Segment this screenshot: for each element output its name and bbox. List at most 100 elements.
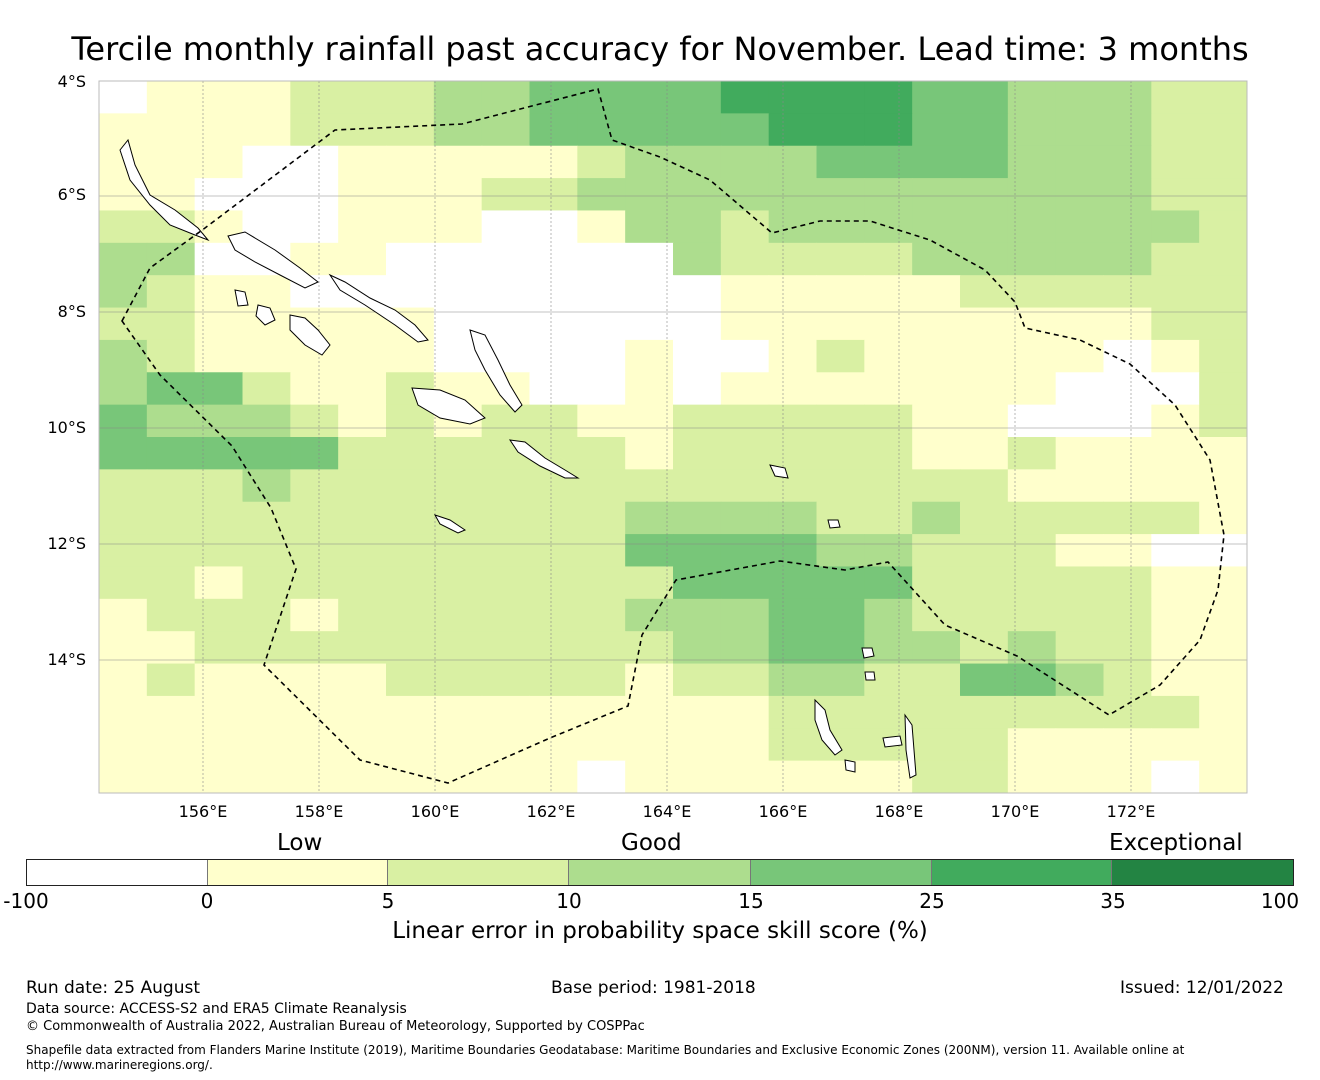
skill-cell bbox=[481, 404, 530, 438]
skill-cell bbox=[720, 469, 770, 503]
skill-cell bbox=[720, 113, 770, 147]
skill-cell bbox=[912, 210, 961, 244]
skill-cell bbox=[912, 81, 961, 114]
skill-cell bbox=[146, 242, 196, 276]
skill-cell bbox=[1007, 372, 1057, 406]
skill-cell bbox=[864, 178, 913, 211]
skill-cell bbox=[146, 760, 196, 794]
skill-cell bbox=[338, 81, 387, 114]
shapefile-credit-line-2: http://www.marineregions.org/. bbox=[26, 1058, 213, 1072]
skill-cell bbox=[529, 307, 578, 341]
skill-cell bbox=[1103, 728, 1152, 762]
skill-cell bbox=[433, 275, 483, 309]
skill-cell bbox=[529, 113, 578, 147]
skill-cell bbox=[386, 145, 435, 179]
skill-cell bbox=[1007, 598, 1057, 632]
skill-cell bbox=[673, 242, 722, 276]
skill-cell bbox=[194, 81, 243, 114]
skill-cell bbox=[1151, 178, 1200, 211]
skill-cell bbox=[1151, 145, 1200, 179]
skill-cell bbox=[912, 307, 961, 341]
skill-cell bbox=[194, 372, 243, 406]
skill-cell bbox=[912, 534, 961, 567]
skill-cell bbox=[242, 760, 291, 794]
skill-cell bbox=[529, 210, 578, 244]
skill-cell bbox=[625, 372, 674, 406]
skill-cell bbox=[1103, 469, 1152, 503]
skill-cell bbox=[242, 728, 291, 762]
skill-grid-cells bbox=[99, 81, 1248, 794]
skill-cell bbox=[864, 501, 913, 535]
skill-cell bbox=[386, 210, 435, 244]
skill-cell bbox=[1103, 242, 1152, 276]
skill-cell bbox=[386, 534, 435, 567]
skill-cell bbox=[481, 760, 530, 794]
skill-cell bbox=[242, 534, 291, 567]
skill-cell bbox=[529, 81, 578, 114]
skill-cell bbox=[290, 210, 339, 244]
skill-cell bbox=[768, 372, 817, 406]
skill-cell bbox=[912, 631, 961, 665]
lat-tick-12s: 12°S bbox=[47, 534, 86, 553]
colorbar-tick: 0 bbox=[200, 889, 214, 913]
skill-cell bbox=[194, 663, 243, 697]
skill-cell bbox=[864, 242, 913, 276]
island-shape bbox=[433, 514, 467, 534]
skill-cell bbox=[768, 760, 817, 794]
skill-cell bbox=[481, 695, 530, 729]
skill-cell bbox=[529, 178, 578, 211]
colorbar-tick: 100 bbox=[1260, 889, 1300, 913]
skill-cell bbox=[386, 566, 435, 600]
colorbar-segment bbox=[750, 860, 932, 885]
skill-cell bbox=[960, 145, 1009, 179]
skill-cell bbox=[146, 663, 196, 697]
skill-cell bbox=[1103, 598, 1152, 632]
skill-cell bbox=[1103, 760, 1152, 794]
skill-cell bbox=[433, 631, 483, 665]
skill-cell bbox=[1151, 210, 1200, 244]
skill-cell bbox=[673, 372, 722, 406]
skill-cell bbox=[1151, 534, 1200, 567]
skill-cell bbox=[386, 598, 435, 632]
skill-cell bbox=[481, 728, 530, 762]
skill-cell bbox=[529, 663, 578, 697]
skill-cell bbox=[1007, 81, 1057, 114]
colorbar-segment bbox=[388, 860, 570, 885]
skill-cell bbox=[673, 469, 722, 503]
skill-cell bbox=[194, 598, 243, 632]
skill-cell bbox=[720, 242, 770, 276]
colorbar-tick: 35 bbox=[1100, 889, 1126, 913]
skill-cell bbox=[194, 178, 243, 211]
skill-cell bbox=[242, 631, 291, 665]
skill-cell bbox=[912, 663, 961, 697]
skill-cell bbox=[386, 663, 435, 697]
skill-cell bbox=[99, 695, 148, 729]
skill-cell bbox=[1055, 210, 1104, 244]
skill-cell bbox=[577, 210, 626, 244]
skill-cell bbox=[146, 113, 196, 147]
skill-cell bbox=[1199, 631, 1248, 665]
skill-cell bbox=[338, 728, 387, 762]
skill-cell bbox=[99, 81, 148, 114]
skill-cell bbox=[338, 145, 387, 179]
skill-cell bbox=[99, 113, 148, 147]
skill-cell bbox=[290, 501, 339, 535]
skill-cell bbox=[481, 275, 530, 309]
skill-cell bbox=[577, 275, 626, 309]
skill-cell bbox=[146, 404, 196, 438]
island-shape bbox=[469, 329, 523, 413]
skill-cell bbox=[673, 566, 722, 600]
skill-cell bbox=[338, 501, 387, 535]
skill-cell bbox=[1007, 501, 1057, 535]
skill-cell bbox=[1199, 242, 1248, 276]
skill-cell bbox=[433, 534, 483, 567]
skill-cell bbox=[768, 242, 817, 276]
skill-cell bbox=[720, 210, 770, 244]
skill-cell bbox=[290, 760, 339, 794]
skill-cell bbox=[242, 372, 291, 406]
skill-cell bbox=[768, 275, 817, 309]
skill-cell bbox=[768, 437, 817, 470]
skill-cell bbox=[290, 598, 339, 632]
skill-cell bbox=[960, 760, 1009, 794]
skill-cell bbox=[960, 275, 1009, 309]
